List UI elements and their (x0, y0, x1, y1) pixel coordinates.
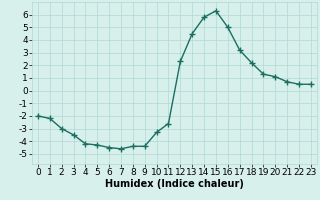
X-axis label: Humidex (Indice chaleur): Humidex (Indice chaleur) (105, 179, 244, 189)
